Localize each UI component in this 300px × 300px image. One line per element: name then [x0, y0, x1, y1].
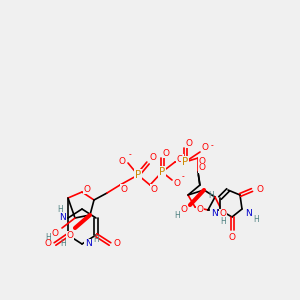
Text: -: - [182, 172, 184, 182]
Text: H: H [220, 217, 226, 226]
Text: H: H [45, 233, 51, 242]
Text: O: O [185, 139, 193, 148]
Text: O: O [196, 205, 203, 214]
Text: O: O [173, 178, 181, 188]
Text: -: - [129, 151, 131, 160]
Text: O: O [176, 154, 184, 164]
Text: O: O [83, 184, 91, 194]
Text: O: O [163, 148, 170, 158]
Text: O: O [113, 239, 121, 248]
Text: N: N [244, 208, 251, 217]
Text: O: O [181, 206, 188, 214]
Text: O: O [121, 184, 128, 194]
Text: P: P [135, 170, 141, 180]
Text: N: N [85, 239, 92, 248]
Text: O: O [229, 232, 236, 242]
Text: O: O [199, 164, 206, 172]
Text: H: H [93, 235, 99, 244]
Text: -: - [211, 142, 213, 151]
Text: O: O [118, 157, 125, 166]
Text: N: N [211, 208, 218, 217]
Text: O: O [199, 158, 206, 166]
Text: H: H [57, 206, 63, 214]
Text: O: O [220, 209, 226, 218]
Text: O: O [256, 185, 263, 194]
Text: N: N [58, 214, 65, 223]
Text: O: O [67, 232, 73, 241]
Text: O: O [44, 239, 52, 248]
Text: H: H [174, 211, 180, 220]
Text: P: P [182, 157, 188, 167]
Text: O: O [202, 143, 208, 152]
Text: H: H [60, 238, 66, 247]
Text: O: O [151, 184, 158, 194]
Text: O: O [149, 154, 157, 163]
Text: O: O [52, 229, 58, 238]
Text: P: P [159, 167, 165, 177]
Text: H: H [208, 190, 214, 200]
Text: H: H [253, 214, 259, 224]
